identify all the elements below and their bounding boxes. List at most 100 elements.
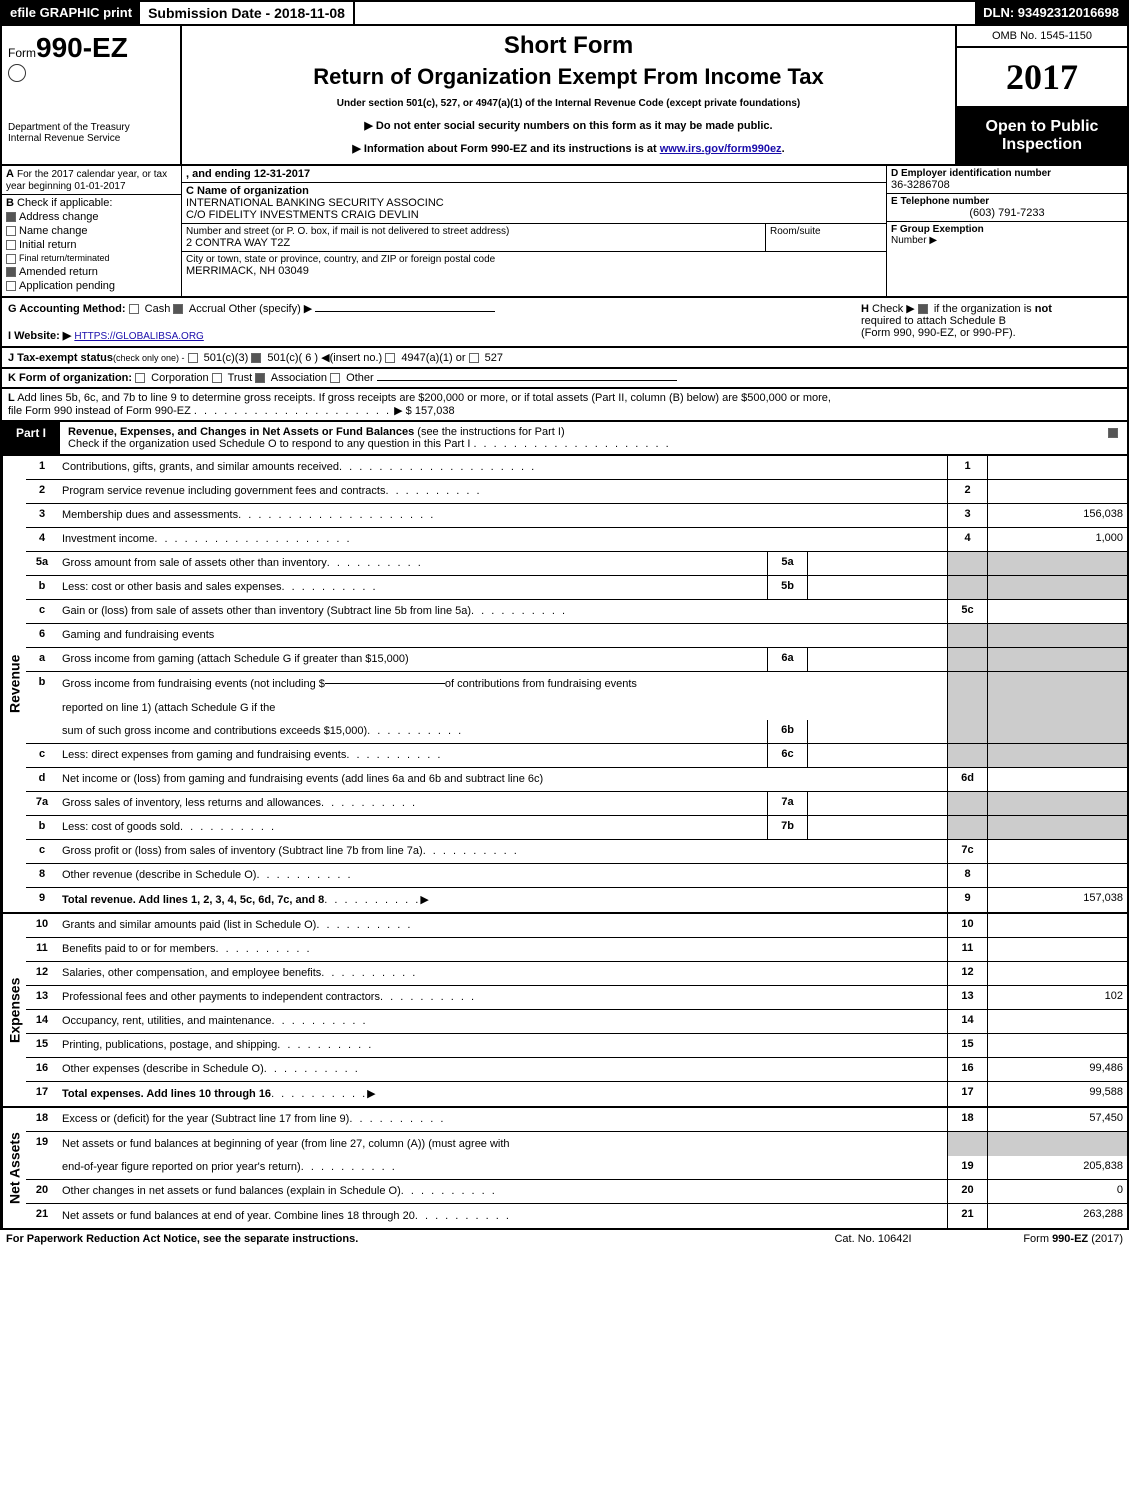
g-other-input[interactable]: [315, 311, 495, 312]
b-header: B Check if applicable:: [6, 197, 177, 209]
spacer: [355, 2, 975, 24]
chk-assoc[interactable]: [255, 373, 265, 383]
part1-checkbox[interactable]: [1108, 428, 1118, 438]
chk-pending[interactable]: Application pending: [6, 280, 177, 292]
chk-initial-return[interactable]: Initial return: [6, 239, 177, 251]
checkbox-icon: [6, 240, 16, 250]
form990ez-link[interactable]: www.irs.gov/form990ez: [660, 143, 782, 155]
line-19-2: end-of-year figure reported on prior yea…: [26, 1156, 1127, 1180]
header-left: Form990-EZ Department of the Treasury In…: [2, 26, 182, 164]
part1-title: Revenue, Expenses, and Changes in Net As…: [60, 422, 1102, 454]
chk-corp[interactable]: [135, 373, 145, 383]
room-label: Room/suite: [770, 226, 882, 237]
j-label: J Tax-exempt status: [8, 352, 113, 364]
radio-accrual[interactable]: [173, 304, 183, 314]
chk-trust[interactable]: [212, 373, 222, 383]
treasury-seal-icon: [8, 64, 26, 82]
form-number: Form990-EZ: [8, 32, 174, 64]
line-4: 4 Investment income 4 1,000: [26, 528, 1127, 552]
website-link[interactable]: HTTPS://GLOBALIBSA.ORG: [74, 331, 203, 342]
chk-527[interactable]: [469, 353, 479, 363]
checkbox-icon: [6, 226, 16, 236]
line-6b-3: sum of such gross income and contributio…: [26, 720, 1127, 744]
chk-501c[interactable]: [251, 353, 261, 363]
j-paren: (check only one) -: [113, 353, 185, 363]
under-section: Under section 501(c), 527, or 4947(a)(1)…: [190, 98, 947, 109]
city-block: City or town, state or province, country…: [182, 252, 886, 279]
e-label: E Telephone number: [891, 196, 1123, 207]
d-block: D Employer identification number 36-3286…: [887, 166, 1127, 194]
line-20: 20Other changes in net assets or fund ba…: [26, 1180, 1127, 1204]
radio-cash[interactable]: [129, 304, 139, 314]
h-text4: (Form 990, 990-EZ, or 990-PF).: [861, 327, 1016, 339]
e-val: (603) 791-7233: [891, 207, 1123, 219]
room-block: Room/suite: [766, 224, 886, 251]
h-text3: required to attach Schedule B: [861, 315, 1006, 327]
header-mid: Short Form Return of Organization Exempt…: [182, 26, 957, 164]
line-11: 11Benefits paid to or for members11: [26, 938, 1127, 962]
l-label: L: [8, 392, 15, 404]
k-label: K Form of organization:: [8, 372, 132, 384]
line-15: 15Printing, publications, postage, and s…: [26, 1034, 1127, 1058]
a-text: For the 2017 calendar year, or tax year …: [6, 169, 167, 192]
column-c: , and ending 12-31-2017 C Name of organi…: [182, 166, 887, 296]
k-other-input[interactable]: [377, 380, 677, 381]
column-b: A For the 2017 calendar year, or tax yea…: [2, 166, 182, 296]
line-6d: d Net income or (loss) from gaming and f…: [26, 768, 1127, 792]
chk-other-org[interactable]: [330, 373, 340, 383]
footer-catno: Cat. No. 10642I: [773, 1233, 973, 1245]
return-title: Return of Organization Exempt From Incom…: [190, 64, 947, 90]
instr-ssn: ▶ Do not enter social security numbers o…: [190, 119, 947, 132]
line-1: 1 Contributions, gifts, grants, and simi…: [26, 456, 1127, 480]
l-amount: $ 157,038: [406, 405, 455, 417]
line-7a: 7a Gross sales of inventory, less return…: [26, 792, 1127, 816]
line-3: 3 Membership dues and assessments 3 156,…: [26, 504, 1127, 528]
header-right: OMB No. 1545-1150 2017 Open to Public In…: [957, 26, 1127, 164]
part1-label: Part I: [2, 422, 60, 454]
section-k: K Form of organization: Corporation Trus…: [0, 369, 1129, 389]
part1-header: Part I Revenue, Expenses, and Changes in…: [0, 422, 1129, 456]
open-public: Open to Public Inspection: [957, 108, 1127, 164]
netassets-label: Net Assets: [2, 1108, 26, 1228]
instr2-prefix: ▶ Information about Form 990-EZ and its …: [352, 143, 659, 155]
l-text2: file Form 990 instead of Form 990-EZ: [8, 405, 191, 417]
line-10: 10Grants and similar amounts paid (list …: [26, 914, 1127, 938]
section-l: L Add lines 5b, 6c, and 7b to line 9 to …: [0, 389, 1129, 422]
checkbox-icon: [6, 254, 16, 264]
dept-irs: Internal Revenue Service: [8, 133, 174, 144]
f-label: F Group Exemption: [891, 224, 1123, 235]
6b-amount-input[interactable]: [325, 683, 445, 684]
h-text2: if the organization is: [934, 303, 1032, 315]
h-checkbox[interactable]: [918, 304, 928, 314]
form-prefix: Form: [8, 46, 36, 60]
line-2: 2 Program service revenue including gove…: [26, 480, 1127, 504]
d-val: 36-3286708: [891, 179, 1123, 191]
chk-address-change[interactable]: Address change: [6, 211, 177, 223]
line-5b: b Less: cost or other basis and sales ex…: [26, 576, 1127, 600]
part1-paren: (see the instructions for Part I): [417, 426, 564, 438]
section-ghi: G Accounting Method: Cash Accrual Other …: [0, 298, 1129, 348]
i-label: I Website: ▶: [8, 330, 71, 342]
e-block: E Telephone number (603) 791-7233: [887, 194, 1127, 222]
line-6: 6 Gaming and fundraising events: [26, 624, 1127, 648]
section-j: J Tax-exempt status(check only one) - 50…: [0, 348, 1129, 369]
chk-4947[interactable]: [385, 353, 395, 363]
dln: DLN: 93492312016698: [975, 2, 1127, 24]
chk-name-change[interactable]: Name change: [6, 225, 177, 237]
chk-amended[interactable]: Amended return: [6, 266, 177, 278]
line-7c: c Gross profit or (loss) from sales of i…: [26, 840, 1127, 864]
l-arrow: ▶: [394, 405, 402, 417]
chk-final-return[interactable]: Final return/terminated: [6, 253, 177, 264]
chk-501c3[interactable]: [188, 353, 198, 363]
page-footer: For Paperwork Reduction Act Notice, see …: [0, 1230, 1129, 1248]
line-6c: c Less: direct expenses from gaming and …: [26, 744, 1127, 768]
revenue-lines: 1 Contributions, gifts, grants, and simi…: [26, 456, 1127, 912]
b-label: B: [6, 197, 14, 209]
line-6a: a Gross income from gaming (attach Sched…: [26, 648, 1127, 672]
a-label: A: [6, 168, 14, 180]
column-de: D Employer identification number 36-3286…: [887, 166, 1127, 296]
h-not: not: [1035, 303, 1052, 315]
expenses-section: Expenses 10Grants and similar amounts pa…: [0, 914, 1129, 1108]
section-a-row: A For the 2017 calendar year, or tax yea…: [0, 166, 1129, 298]
g-label: G Accounting Method:: [8, 303, 126, 315]
